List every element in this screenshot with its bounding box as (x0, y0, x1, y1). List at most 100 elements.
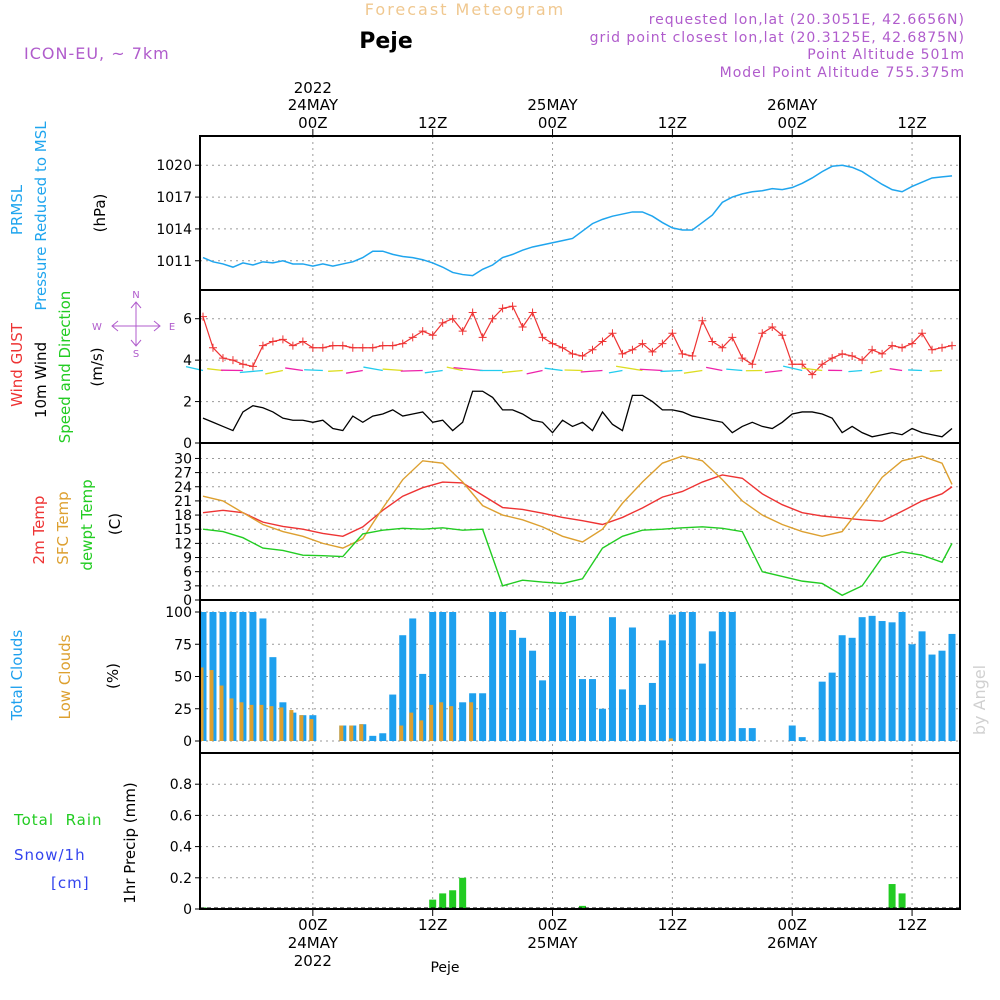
clouds-panel: 0 25 50 75 100 (165, 599, 961, 754)
low-cloud-bar (199, 667, 204, 741)
gust-point (638, 339, 647, 348)
wind-direction-arrow (265, 369, 284, 375)
total-cloud-bar (608, 617, 616, 741)
temp2m-title: 2m Temp (30, 496, 48, 565)
gust-point (658, 339, 667, 348)
temperature-ytick-label: 0 (183, 593, 192, 609)
gust-point (538, 333, 547, 342)
temperature-ytick-label: 24 (174, 480, 192, 496)
total-cloud-bar (239, 612, 247, 741)
gust-point (518, 323, 527, 331)
rain-bar (888, 884, 896, 909)
temp-labels: 2m Temp SFC Temp dewpt Temp (C) (30, 479, 124, 570)
wind-direction-arrow (400, 369, 423, 372)
wind-ytick-label: 4 (183, 353, 192, 369)
low-cloud-bar (399, 725, 404, 741)
bottom-tick-label: 12Z (418, 916, 447, 934)
gust-point (378, 341, 387, 350)
gust-point (328, 341, 337, 350)
bottom-tick-label: 00Z (298, 916, 327, 934)
gust-point (738, 354, 747, 363)
gust-point (698, 316, 707, 325)
gust-point (248, 362, 257, 371)
temperature-ytick-label: 15 (174, 522, 192, 538)
temperature-ytick-label: 3 (183, 579, 192, 595)
snow-title: Snow/1h (14, 846, 86, 864)
low-cloud-bar (349, 725, 354, 741)
wind-direction-arrow (615, 365, 643, 372)
total-cloud-bar (688, 612, 696, 741)
gust-point (708, 337, 717, 346)
gust-point (818, 360, 827, 369)
meteogram-title: Forecast Meteogram (365, 0, 565, 19)
low-cloud-bar (219, 685, 224, 741)
gust-point (418, 327, 427, 336)
wind-direction-arrow (239, 369, 263, 374)
gust-point (528, 308, 537, 317)
total-cloud-bar (698, 663, 706, 741)
bottom-date-label: 25MAY (527, 934, 578, 952)
gust-point (608, 329, 617, 338)
gust-point (508, 302, 517, 311)
gust-point (918, 329, 927, 338)
pressure-line (202, 164, 953, 277)
clouds-ytick-label: 100 (165, 605, 192, 621)
wind-direction-arrow (446, 366, 463, 372)
wind-direction-arrow (848, 369, 863, 373)
compass-e: E (169, 322, 175, 333)
low-clouds-title: Low Clouds (56, 634, 74, 719)
total-cloud-bar (519, 637, 527, 741)
wind-direction-arrow (501, 369, 523, 374)
rain-bar (429, 899, 437, 909)
total-cloud-bar (379, 733, 387, 741)
total-cloud-bar (479, 693, 487, 741)
total-cloud-bar (509, 630, 517, 741)
gust-point (558, 343, 567, 352)
clouds-ytick-label: 0 (183, 734, 192, 750)
gust-point (628, 345, 637, 354)
precip-ytick-label: 0.4 (170, 840, 192, 856)
wind-direction-arrow (564, 369, 583, 372)
temperature-ytick-label: 27 (174, 466, 192, 482)
top-tick-label: 00Z (778, 114, 807, 132)
gust-title: Wind GUST (8, 322, 26, 407)
low-cloud-bar (209, 670, 214, 741)
low-cloud-bar (429, 704, 434, 741)
gust-point (618, 349, 627, 358)
gust-line (202, 305, 953, 376)
top-time-axis: 00Z 12Z 00Z 12Z 00Z 12Z 24MAY 25MAY 26MAY 2022 (288, 79, 927, 136)
bottom-date-label: 24MAY (288, 934, 339, 952)
total-cloud-bar (389, 694, 397, 741)
total-cloud-bar (678, 612, 686, 741)
rain-bar (439, 893, 447, 909)
gust-point (728, 333, 737, 342)
temp-unit: (C) (106, 513, 124, 535)
temp2m-line (202, 474, 953, 538)
total-cloud-bar (818, 681, 826, 741)
clouds-ytick-label: 25 (174, 702, 192, 718)
gust-point (748, 360, 757, 369)
pressure-ytick-label: 1017 (156, 190, 192, 206)
wind-direction-arrow (382, 368, 403, 372)
low-cloud-bar (409, 712, 414, 741)
gust-point (678, 349, 687, 358)
precip-ytick-label: 0 (183, 902, 192, 918)
gust-point (468, 308, 477, 317)
top-year-label: 2022 (294, 79, 332, 97)
total-cloud-bar (878, 621, 886, 741)
low-cloud-bar (469, 702, 474, 741)
pressure-ytick-label: 1011 (156, 254, 192, 270)
gust-point (798, 360, 807, 369)
wind-dir-title: Speed and Direction (56, 291, 74, 444)
total-cloud-bar (928, 654, 936, 741)
compass-s: S (133, 349, 139, 360)
low-cloud-bar (229, 698, 234, 741)
low-cloud-bar (299, 715, 304, 741)
total-cloud-bar (748, 728, 756, 741)
total-cloud-bar (918, 631, 926, 741)
low-cloud-bar (668, 738, 673, 741)
wind-direction-arrow (526, 369, 543, 375)
